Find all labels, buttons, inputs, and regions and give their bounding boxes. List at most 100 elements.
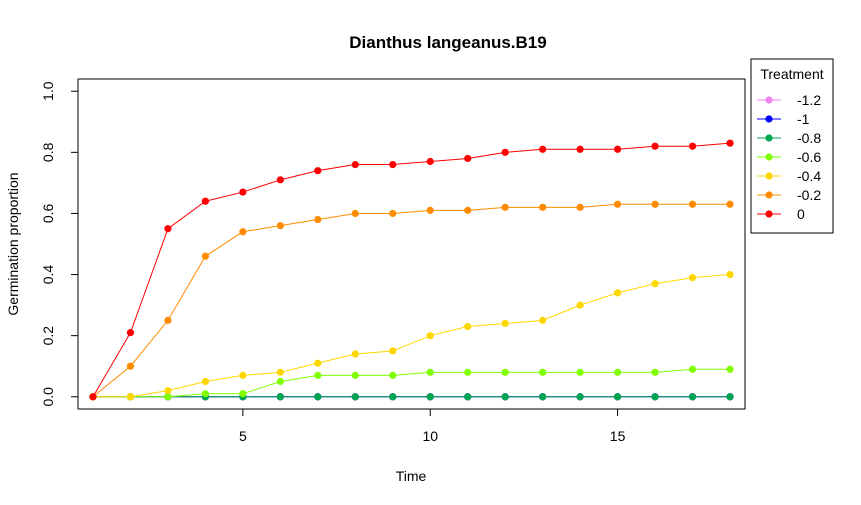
- legend-item: -1.2: [757, 92, 821, 108]
- data-point: [464, 368, 472, 376]
- data-point: [539, 368, 547, 376]
- legend-swatch-marker: [765, 134, 773, 142]
- legend-swatch-marker: [765, 96, 773, 104]
- data-point: [239, 371, 247, 379]
- data-point: [651, 142, 659, 150]
- data-point: [426, 206, 434, 214]
- data-point: [389, 209, 397, 218]
- data-point: [501, 393, 509, 401]
- series--0.4: [89, 270, 734, 401]
- data-point: [314, 167, 322, 175]
- legend-swatch-marker: [765, 153, 773, 161]
- data-point: [539, 203, 547, 211]
- data-point: [464, 206, 472, 214]
- y-tick-label: 1.0: [40, 81, 56, 101]
- legend-label: -0.2: [797, 187, 821, 203]
- legend-swatch-marker: [765, 191, 773, 199]
- data-point: [539, 393, 547, 401]
- series-line: [92, 368, 731, 398]
- data-point: [426, 368, 434, 376]
- data-point: [126, 393, 135, 401]
- data-point: [314, 215, 322, 224]
- data-point: [576, 368, 584, 376]
- data-point: [201, 252, 210, 260]
- legend-box: [750, 58, 834, 234]
- x-tick-label: 5: [239, 428, 247, 444]
- series--0.6: [89, 365, 734, 401]
- series-0: [89, 139, 734, 401]
- legend-label: -1: [797, 111, 810, 127]
- legend-item: -0.6: [757, 149, 821, 165]
- y-tick-label: 0.6: [40, 204, 56, 224]
- legend-item: -1: [757, 111, 810, 127]
- data-point: [351, 393, 359, 401]
- data-point: [651, 280, 659, 288]
- data-point: [164, 387, 172, 395]
- data-point: [688, 142, 697, 150]
- legend-item: -0.8: [757, 130, 821, 146]
- data-point: [276, 176, 284, 184]
- data-point: [389, 160, 397, 169]
- data-point: [688, 365, 697, 373]
- data-point: [426, 393, 434, 401]
- data-point: [688, 393, 697, 401]
- legend-swatch-marker: [765, 210, 773, 218]
- data-point: [389, 393, 397, 401]
- legend-items: -1.2 -1 -0.8 -0.6 -0.4 -0.2 0: [757, 92, 821, 222]
- data-point: [314, 393, 322, 401]
- legend-title: Treatment: [760, 66, 823, 82]
- data-point: [726, 365, 734, 373]
- data-point: [239, 390, 247, 398]
- data-point: [539, 316, 547, 324]
- x-axis-label: Time: [396, 468, 427, 484]
- legend-label: -0.4: [797, 168, 821, 184]
- series-layer: [89, 139, 734, 401]
- legend-item: -0.4: [757, 168, 821, 184]
- y-tick-label: 0.4: [40, 265, 56, 285]
- legend-label: -1.2: [797, 92, 821, 108]
- data-point: [164, 316, 172, 324]
- legend-item: -0.2: [757, 187, 821, 203]
- y-tick-label: 0.0: [40, 387, 56, 407]
- legend-swatch-marker: [765, 115, 773, 123]
- data-point: [164, 393, 172, 401]
- data-point: [613, 145, 622, 153]
- data-point: [539, 145, 547, 153]
- data-point: [276, 368, 284, 376]
- data-point: [501, 368, 509, 376]
- data-point: [726, 270, 734, 279]
- data-point: [276, 377, 284, 386]
- x-tick-label: 10: [422, 428, 438, 444]
- data-point: [276, 222, 284, 230]
- data-point: [314, 359, 322, 367]
- data-point: [389, 371, 397, 379]
- x-axis: 5 10 15: [239, 408, 626, 444]
- data-point: [89, 393, 97, 401]
- data-point: [501, 203, 509, 211]
- data-point: [464, 322, 472, 331]
- data-point: [501, 148, 509, 156]
- data-point: [613, 289, 622, 297]
- legend-label: -0.8: [797, 130, 821, 146]
- data-point: [576, 145, 584, 153]
- data-point: [651, 393, 659, 401]
- data-point: [389, 347, 397, 355]
- data-point: [351, 371, 359, 379]
- series-line: [92, 142, 731, 398]
- data-point: [351, 209, 359, 218]
- x-tick-label: 15: [610, 428, 626, 444]
- data-point: [126, 362, 135, 370]
- legend-label: -0.6: [797, 149, 821, 165]
- data-point: [726, 200, 734, 208]
- data-point: [201, 377, 210, 386]
- data-point: [426, 332, 434, 340]
- data-point: [239, 228, 247, 236]
- y-tick-label: 0.2: [40, 326, 56, 346]
- data-point: [613, 368, 622, 376]
- data-point: [164, 225, 172, 233]
- data-point: [464, 393, 472, 401]
- y-axis-label: Germination proportion: [5, 172, 21, 315]
- chart-title: Dianthus langeanus.B19: [349, 33, 546, 52]
- legend: Treatment -1.2 -1 -0.8 -0.6 -0.4 -0.2 0: [750, 58, 834, 234]
